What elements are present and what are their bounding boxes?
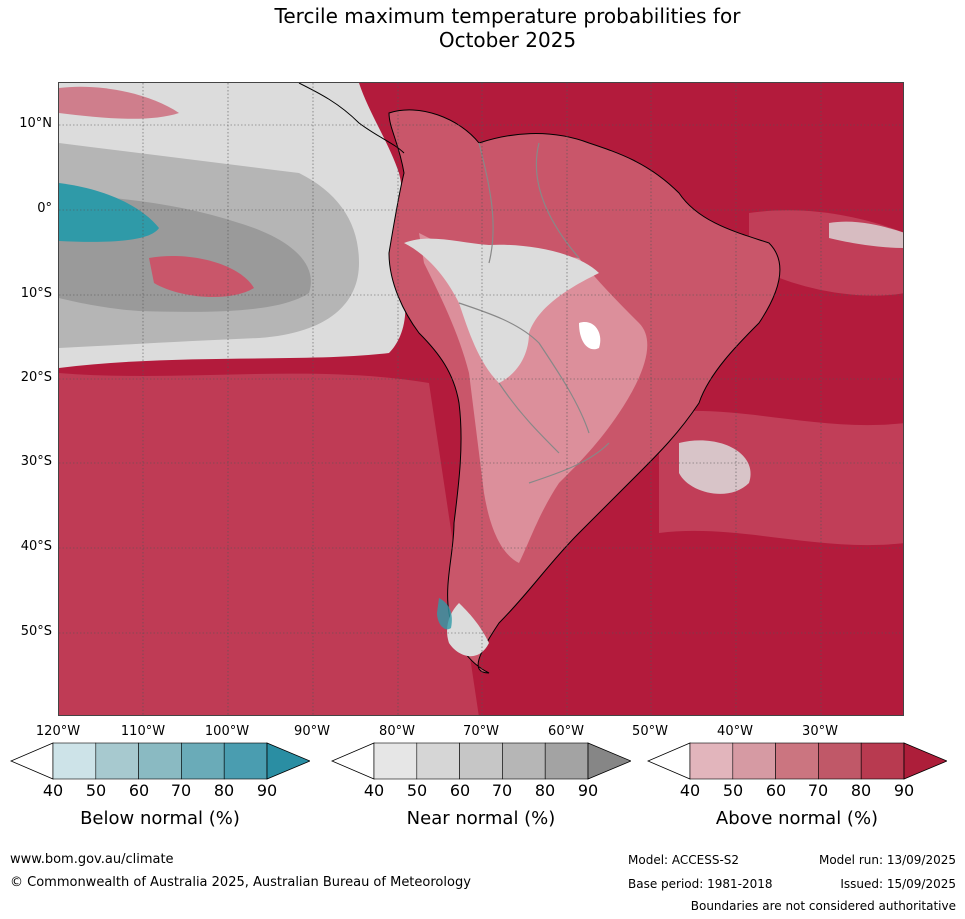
chart-title: Tercile maximum temperature probabilitie… xyxy=(0,4,965,52)
colorbar-near xyxy=(330,742,633,784)
atlantic-near-patch xyxy=(679,440,751,494)
lat-label: 10°S xyxy=(20,286,52,301)
tick-label: 70 xyxy=(807,781,829,800)
title-line-2: October 2025 xyxy=(438,28,577,52)
colorbar-under-triangle xyxy=(330,742,375,780)
colorbar-near-label: Near normal (%) xyxy=(406,808,556,829)
title-line-1: Tercile maximum temperature probabilitie… xyxy=(274,4,741,28)
colorbar-segment xyxy=(416,742,460,780)
tick-label: 60 xyxy=(128,781,150,800)
tick-label: 90 xyxy=(577,781,599,800)
lat-label: 40°S xyxy=(20,539,52,554)
colorbar-over-triangle xyxy=(587,742,633,780)
tick-label: 40 xyxy=(42,781,64,800)
footer-url[interactable]: www.bom.gov.au/climate xyxy=(10,852,174,867)
footer-issued: Issued: 15/09/2025 xyxy=(840,877,956,891)
tick-label: 50 xyxy=(406,781,428,800)
tick-label: 50 xyxy=(85,781,107,800)
colorbar-segment xyxy=(502,742,546,780)
lon-label: 110°W xyxy=(120,724,166,739)
tick-label: 90 xyxy=(256,781,278,800)
lon-label: 60°W xyxy=(548,724,584,739)
colorbar-segment xyxy=(860,742,905,780)
colorbar-segment xyxy=(95,742,139,780)
tick-label: 40 xyxy=(679,781,701,800)
pacific-below-normal xyxy=(59,183,159,242)
probability-map xyxy=(58,82,904,716)
colorbar-segment xyxy=(52,742,97,780)
colorbar-near-swatches xyxy=(330,742,633,780)
country-borders xyxy=(458,142,610,484)
tick-label: 70 xyxy=(491,781,513,800)
colorbar-segment xyxy=(373,742,418,780)
colorbar-below-label: Below normal (%) xyxy=(80,808,240,829)
lon-label: 120°W xyxy=(35,724,81,739)
colorbar-segment xyxy=(775,742,819,780)
colorbar-below xyxy=(9,742,312,784)
colorbar-segment xyxy=(689,742,734,780)
map-canvas xyxy=(59,83,903,715)
tick-label: 50 xyxy=(722,781,744,800)
patagonia-near-normal xyxy=(447,603,489,657)
footer-model-run: Model run: 13/09/2025 xyxy=(818,853,956,867)
central-america-coast xyxy=(298,83,405,154)
tick-label: 80 xyxy=(850,781,872,800)
lat-label: 50°S xyxy=(20,624,52,639)
lat-label: 30°S xyxy=(20,454,52,469)
tick-label: 80 xyxy=(213,781,235,800)
colorbar-segment xyxy=(544,742,589,780)
lat-label: 0° xyxy=(37,201,52,216)
colorbar-above-label: Above normal (%) xyxy=(715,808,879,829)
graticule xyxy=(59,83,903,715)
tick-label: 80 xyxy=(534,781,556,800)
interior-white-patch xyxy=(579,322,601,350)
colorbar-segment xyxy=(223,742,268,780)
southern-ocean-mid-red xyxy=(59,373,479,715)
tick-label: 60 xyxy=(449,781,471,800)
tick-label: 60 xyxy=(765,781,787,800)
lon-label: 30°W xyxy=(802,724,838,739)
footer-base-period: Base period: 1981-2018 xyxy=(628,877,773,891)
atlantic-near-strip xyxy=(829,221,903,248)
lon-label: 50°W xyxy=(632,724,668,739)
colorbar-over-triangle xyxy=(903,742,949,780)
footer-disclaimer: Boundaries are not considered authoritat… xyxy=(690,899,956,913)
colorbar-segment xyxy=(818,742,862,780)
lon-label: 80°W xyxy=(379,724,415,739)
footer-copyright: © Commonwealth of Australia 2025, Austra… xyxy=(10,875,471,890)
colorbar-segment xyxy=(459,742,503,780)
colorbar-under-triangle xyxy=(646,742,691,780)
colorbar-segment xyxy=(138,742,182,780)
lat-label: 20°S xyxy=(20,370,52,385)
patagonia-below-normal xyxy=(437,598,452,630)
lat-label: 10°N xyxy=(19,116,52,131)
lon-label: 100°W xyxy=(204,724,250,739)
tick-label: 70 xyxy=(170,781,192,800)
lon-label: 40°W xyxy=(717,724,753,739)
lon-label: 90°W xyxy=(294,724,330,739)
tick-label: 90 xyxy=(893,781,915,800)
colorbar-above xyxy=(646,742,949,784)
tick-label: 40 xyxy=(363,781,385,800)
colorbar-segment xyxy=(732,742,776,780)
andes-near-normal xyxy=(404,238,599,383)
lon-label: 70°W xyxy=(463,724,499,739)
colorbar-below-swatches xyxy=(9,742,312,780)
colorbar-over-triangle xyxy=(266,742,312,780)
northwest-red-patch xyxy=(59,86,179,119)
colorbar-segment xyxy=(181,742,225,780)
colorbar-above-swatches xyxy=(646,742,949,780)
footer-model: Model: ACCESS-S2 xyxy=(628,853,740,867)
colorbar-under-triangle xyxy=(9,742,54,780)
